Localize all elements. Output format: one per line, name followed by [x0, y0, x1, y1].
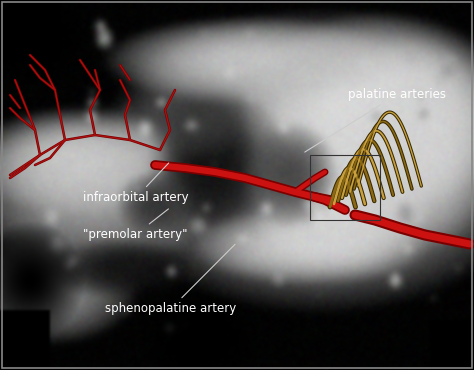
Text: sphenopalatine artery: sphenopalatine artery — [105, 244, 236, 316]
Text: infraorbital artery: infraorbital artery — [83, 163, 189, 205]
Text: palatine arteries: palatine arteries — [305, 88, 447, 152]
Text: "premolar artery": "premolar artery" — [83, 209, 187, 242]
Bar — [310, 155, 380, 220]
